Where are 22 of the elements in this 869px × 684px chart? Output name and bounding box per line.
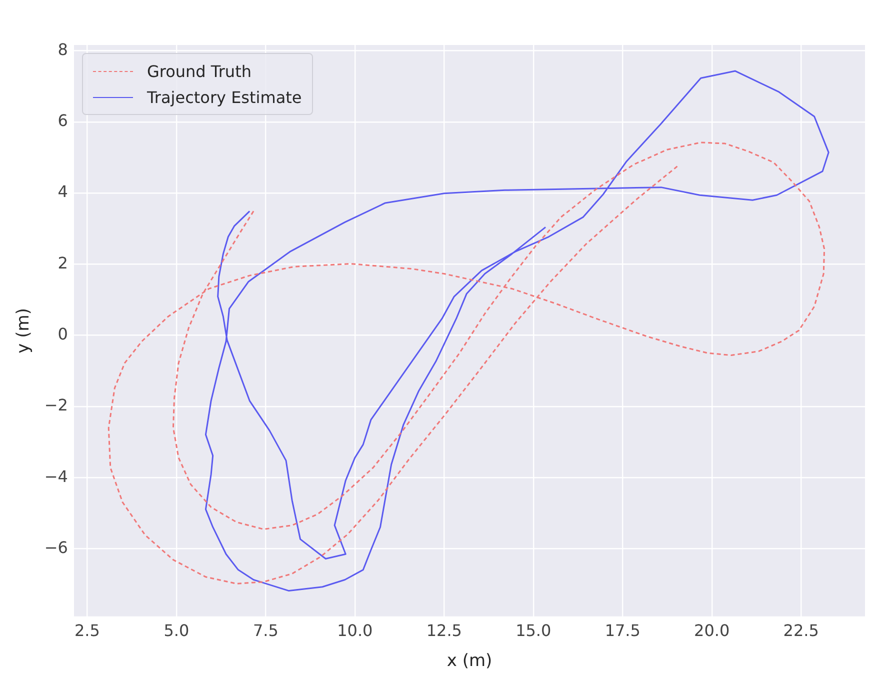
legend-label: Trajectory Estimate bbox=[146, 88, 302, 106]
x-tick-label: 2.5 bbox=[74, 621, 100, 640]
line-series bbox=[108, 142, 826, 584]
x-tick-label: 22.5 bbox=[783, 621, 819, 640]
y-tick-label: 4 bbox=[58, 182, 68, 202]
y-tick-label: −6 bbox=[44, 538, 68, 557]
x-axis-title: x (m) bbox=[446, 651, 492, 672]
y-tick-label: 2 bbox=[58, 253, 68, 272]
y-tick-label: 6 bbox=[58, 111, 68, 130]
x-tick-label: 15.0 bbox=[516, 621, 552, 640]
y-tick-label: 8 bbox=[58, 40, 68, 59]
x-tick-label: 7.5 bbox=[252, 621, 278, 640]
x-tick-label: 12.5 bbox=[426, 621, 462, 640]
y-tick-label: −4 bbox=[44, 466, 68, 486]
legend-label: Ground Truth bbox=[146, 62, 252, 80]
x-tick-label: 5.0 bbox=[164, 621, 190, 640]
y-tick-label: −2 bbox=[44, 396, 68, 415]
y-axis-title: y (m) bbox=[14, 308, 34, 354]
x-tick-label: 17.5 bbox=[604, 621, 640, 640]
x-tick-label: 10.0 bbox=[337, 621, 373, 640]
x-tick-label: 20.0 bbox=[694, 621, 730, 640]
y-tick-label: 0 bbox=[58, 324, 68, 344]
